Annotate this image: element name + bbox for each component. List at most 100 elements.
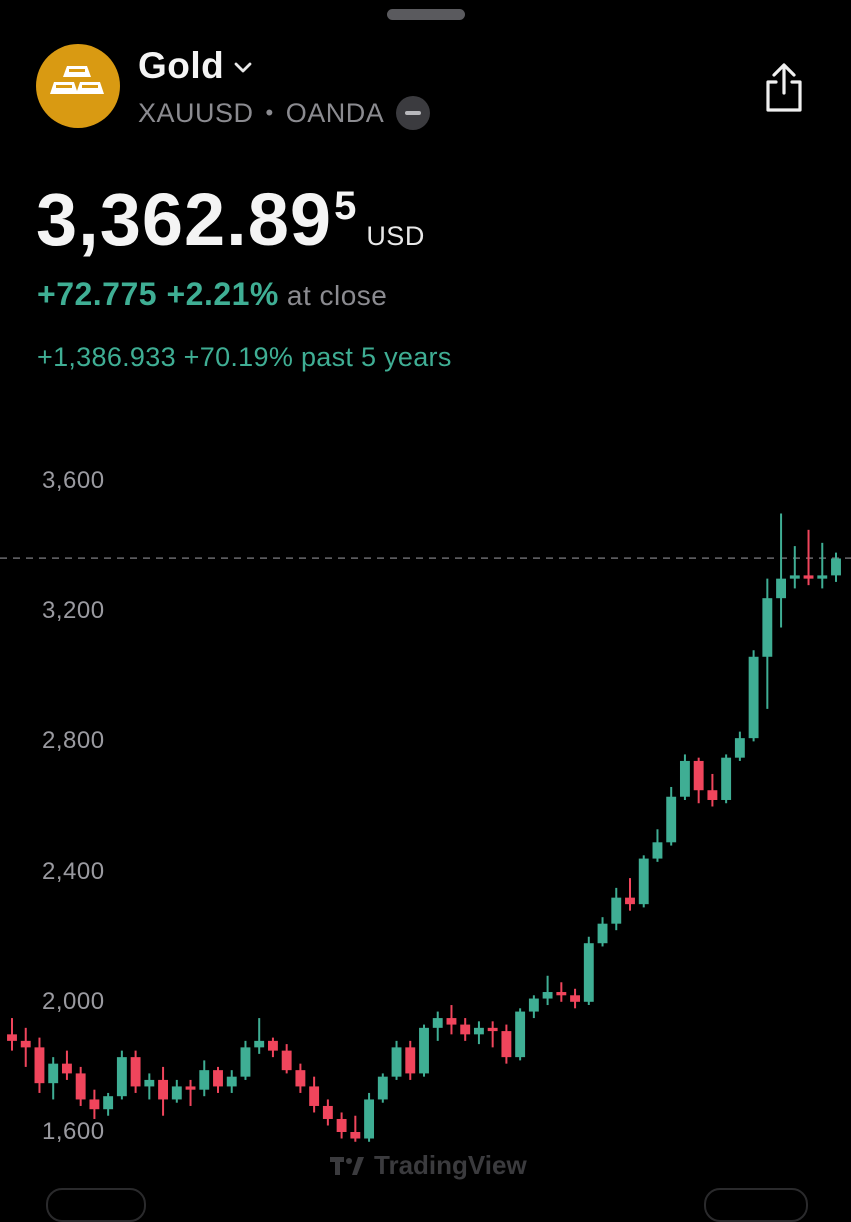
candle-body (831, 558, 841, 576)
candle-body (817, 575, 828, 579)
candle-body (20, 1040, 31, 1048)
candlestick-chart[interactable] (0, 440, 851, 1150)
candle (20, 1027, 31, 1067)
candle (460, 1018, 471, 1041)
candle-body (501, 1031, 512, 1058)
candle (803, 529, 814, 586)
tradingview-logo (330, 1156, 364, 1175)
ticker: XAUUSD (138, 97, 254, 128)
candle (309, 1076, 320, 1113)
candle-body (240, 1047, 251, 1077)
chevron-down-icon (234, 62, 252, 73)
candle (75, 1066, 86, 1106)
candle-body (432, 1018, 443, 1028)
candle-body (377, 1076, 388, 1100)
currency: USD (366, 221, 425, 251)
candle (707, 773, 718, 807)
candle-body (611, 897, 622, 924)
candle (419, 1024, 429, 1077)
candle (501, 1024, 512, 1064)
candle-body (625, 897, 635, 905)
candle (322, 1099, 333, 1126)
candle-body (460, 1024, 471, 1035)
candle (446, 1005, 457, 1035)
candle (377, 1073, 388, 1103)
candle (556, 982, 567, 1002)
candle-body (391, 1047, 402, 1077)
candle (281, 1044, 292, 1074)
bottom-tab-left[interactable] (46, 1188, 146, 1222)
candle (748, 650, 759, 742)
gold-bars-icon (36, 44, 120, 128)
candle-body (762, 598, 773, 657)
candle-body (583, 943, 594, 1002)
candle (679, 754, 690, 800)
bottom-tab-right[interactable] (704, 1188, 808, 1222)
candle (528, 995, 539, 1019)
candle (625, 878, 635, 911)
candle-body (322, 1105, 333, 1119)
candle-body (295, 1070, 306, 1087)
candle-body (721, 757, 732, 800)
y-tick-label: 2,000 (42, 987, 105, 1015)
candle (597, 917, 608, 947)
candle (583, 936, 594, 1006)
candle-body (158, 1079, 169, 1100)
candle-body (693, 760, 704, 791)
candle-body (707, 790, 718, 800)
period-change-label: past 5 years (300, 342, 452, 372)
candle-body (734, 738, 745, 758)
candle (295, 1063, 306, 1093)
y-tick-label: 3,200 (42, 597, 105, 625)
price-block: 3,362.89 5 USD (36, 180, 425, 260)
candle-body (185, 1086, 196, 1090)
last-price-extra-digit: 5 (334, 184, 357, 228)
candle (240, 1040, 251, 1080)
candle-body (75, 1073, 86, 1100)
share-icon[interactable] (756, 60, 812, 116)
daily-change-value: +72.775 +2.21% (37, 276, 279, 312)
candle-body (473, 1027, 484, 1035)
candle-body (350, 1132, 361, 1139)
candle (61, 1050, 72, 1080)
candle (103, 1092, 114, 1116)
candle-body (789, 575, 800, 579)
candle-body (89, 1099, 100, 1110)
candle-body (528, 998, 539, 1012)
symbol-title-row[interactable]: Gold (138, 45, 254, 87)
candle-body (570, 995, 581, 1002)
candle (130, 1050, 141, 1093)
candle (116, 1050, 127, 1100)
y-tick-label: 1,600 (42, 1118, 105, 1145)
candle (652, 829, 663, 862)
daily-change-label: at close (286, 280, 388, 311)
candle (432, 1011, 443, 1041)
candle-body (748, 656, 759, 739)
candle-body (446, 1018, 457, 1025)
candle (171, 1079, 182, 1103)
candle-body (638, 858, 649, 905)
candle-body (7, 1034, 17, 1041)
candle (158, 1066, 169, 1116)
candle (734, 731, 745, 761)
sheet-drag-handle[interactable] (387, 9, 465, 20)
candle-body (103, 1096, 114, 1110)
candle-body (542, 992, 553, 999)
candle (185, 1079, 196, 1106)
candle-body (61, 1063, 72, 1074)
candle (721, 754, 732, 804)
candle-body (171, 1086, 182, 1100)
candle-body (130, 1057, 141, 1087)
candle (487, 1021, 498, 1048)
candle (789, 546, 800, 589)
candle (336, 1112, 347, 1139)
candle-body (281, 1050, 292, 1071)
candle-body (199, 1070, 210, 1090)
candle-body (652, 842, 663, 859)
watermark-text: TradingView (374, 1150, 527, 1180)
candle (254, 1018, 265, 1054)
candle-body (556, 992, 567, 996)
period-change[interactable]: +1,386.933 +70.19% past 5 years (37, 342, 452, 373)
candle (693, 757, 704, 804)
candle-body (267, 1040, 278, 1051)
